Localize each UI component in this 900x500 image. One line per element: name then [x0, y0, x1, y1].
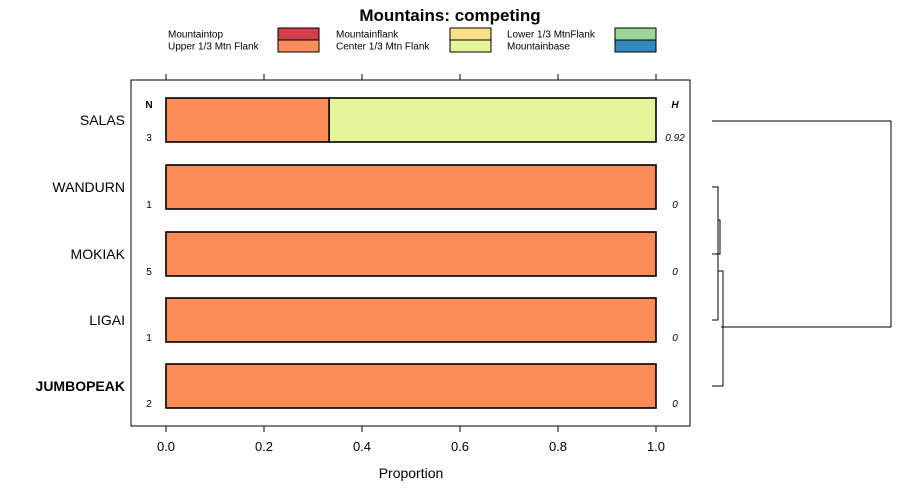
h-value: 0.92 — [665, 133, 685, 144]
dendrogram — [712, 120, 892, 387]
x-tick-label: 0.0 — [157, 439, 175, 454]
n-value: 1 — [146, 200, 152, 211]
h-value: 0 — [672, 333, 678, 344]
bar-jumbopeak-upper-1-3-mtn-flank — [165, 363, 657, 409]
n-value: 3 — [146, 133, 152, 144]
n-value: 5 — [146, 267, 152, 278]
n-value: 2 — [146, 399, 152, 410]
bar-salas-center-1-3-mtn-flank — [328, 97, 657, 143]
plot-frame — [130, 79, 691, 427]
x-tick-label: 0.2 — [255, 439, 273, 454]
h-value: 0 — [672, 267, 678, 278]
n-column: 3 1 5 1 2 — [146, 133, 152, 410]
legend-label-mountainbase: Mountainbase — [507, 42, 570, 53]
category-label-jumbopeak: JUMBOPEAK — [36, 378, 125, 394]
category-label-wandurn: WANDURN — [52, 179, 125, 195]
x-tick-label: 0.4 — [353, 439, 371, 454]
h-column: 0.92 0 0 0 0 — [665, 133, 685, 410]
legend-swatch-lower-1-3-mtnflank — [614, 27, 657, 41]
bar-ligai-upper-1-3-mtn-flank — [165, 297, 657, 343]
category-labels: SALAS WANDURN MOKIAK LIGAI JUMBOPEAK — [36, 112, 126, 394]
legend-label-upper-1-3-mtn-flank: Upper 1/3 Mtn Flank — [168, 42, 260, 53]
legend-swatch-upper-1-3-mtn-flank — [277, 39, 320, 53]
legend: Mountaintop Mountainflank Lower 1/3 MtnFla… — [168, 27, 657, 53]
legend-swatch-mountainflank — [449, 27, 492, 41]
legend-label-center-1-3-mtn-flank: Center 1/3 Mtn Flank — [336, 42, 430, 53]
h-value: 0 — [672, 399, 678, 410]
x-axis: 0.0 0.2 0.4 0.6 0.8 1.0 — [157, 74, 665, 454]
legend-label-lower-1-3-mtnflank: Lower 1/3 MtnFlank — [507, 30, 596, 41]
h-value: 0 — [672, 200, 678, 211]
legend-swatch-mountaintop — [277, 27, 320, 41]
x-tick-label: 0.6 — [451, 439, 469, 454]
legend-swatch-mountainbase — [614, 39, 657, 53]
n-header: N — [145, 100, 152, 111]
legend-label-mountaintop: Mountaintop — [168, 30, 223, 41]
category-label-salas: SALAS — [80, 112, 125, 128]
category-label-mokiak: MOKIAK — [71, 246, 126, 262]
bar-mokiak-upper-1-3-mtn-flank — [165, 231, 657, 277]
n-value: 1 — [146, 333, 152, 344]
bar-salas-upper-1-3-mtn-flank — [165, 97, 330, 143]
h-header: H — [671, 100, 679, 111]
chart-title: Mountains: competing — [359, 6, 540, 25]
category-label-ligai: LIGAI — [89, 312, 125, 328]
legend-label-mountainflank: Mountainflank — [336, 30, 399, 41]
x-tick-label: 0.8 — [549, 439, 567, 454]
legend-swatch-center-1-3-mtn-flank — [449, 39, 492, 53]
bars — [165, 97, 657, 409]
bar-wandurn-upper-1-3-mtn-flank — [165, 164, 657, 210]
x-axis-title: Proportion — [379, 465, 444, 481]
x-tick-label: 1.0 — [647, 439, 665, 454]
dendrogram-branch — [712, 270, 724, 387]
dendrogram-branch — [712, 120, 892, 328]
